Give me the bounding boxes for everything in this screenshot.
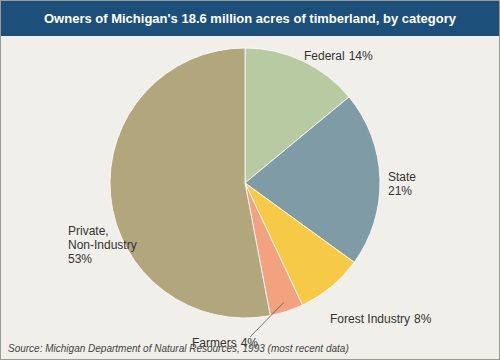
label-value: 53% <box>68 252 92 266</box>
chart: Owners of Michigan's 18.6 million acres … <box>0 0 500 360</box>
data-label: Forest Industry 8% <box>330 312 432 326</box>
label-name: Federal <box>304 49 345 63</box>
label-name: State <box>388 170 416 184</box>
label-value: 8% <box>414 312 432 326</box>
data-label: Private,Non-Industry53% <box>68 224 137 266</box>
title: Owners of Michigan's 18.6 million acres … <box>44 11 457 26</box>
label-name: Forest Industry <box>330 312 410 326</box>
label-name: Private, <box>68 224 109 238</box>
data-label: State21% <box>388 170 416 198</box>
label-name: Non-Industry <box>68 238 137 252</box>
source: Source: Michigan Department of Natural R… <box>8 343 349 354</box>
leader-line <box>250 302 284 337</box>
data-label: Federal 14% <box>304 49 373 63</box>
slice <box>110 48 270 318</box>
slices <box>110 48 380 318</box>
background <box>1 1 500 360</box>
title-bar <box>1 1 499 36</box>
label-value: 21% <box>388 184 412 198</box>
label-value: 14% <box>349 49 373 63</box>
